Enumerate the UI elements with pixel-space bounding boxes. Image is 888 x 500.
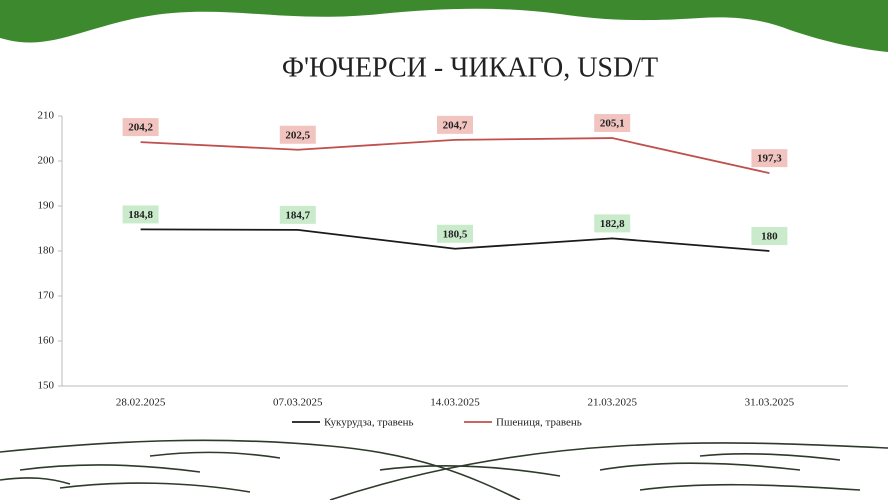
value-label: 204,7	[443, 119, 468, 131]
y-tick-label: 150	[38, 380, 55, 392]
value-label: 184,8	[128, 209, 153, 221]
y-tick-label: 170	[38, 290, 55, 302]
value-label-box	[437, 224, 473, 243]
y-tick-label: 180	[38, 245, 55, 257]
bottom-hills	[0, 439, 888, 500]
x-tick-label: 21.03.2025	[587, 397, 637, 409]
y-tick-label: 190	[38, 200, 55, 212]
value-label: 184,7	[285, 209, 310, 221]
x-tick-label: 07.03.2025	[273, 397, 323, 409]
value-label: 180,5	[443, 228, 468, 240]
series-line	[140, 228, 770, 252]
value-label: 202,5	[285, 129, 310, 141]
y-tick-label: 160	[38, 335, 55, 347]
legend-label: Пшениця, травень	[496, 417, 582, 429]
value-label-box	[751, 149, 788, 168]
value-label-box	[751, 227, 788, 245]
value-label: 205,1	[600, 118, 625, 130]
chart-title: Ф'ЮЧЕРСИ - ЧИКАГО, USD/T	[282, 52, 658, 83]
value-label-box	[122, 205, 159, 224]
series-line	[140, 137, 770, 175]
x-tick-label: 14.03.2025	[430, 397, 480, 409]
value-label: 197,3	[757, 153, 782, 165]
value-label-box	[437, 115, 473, 134]
y-tick-label: 200	[38, 155, 55, 167]
x-tick-label: 31.03.2025	[745, 397, 795, 409]
value-label: 204,2	[128, 122, 153, 134]
value-label-box	[594, 114, 631, 133]
y-tick-label: 210	[38, 110, 55, 122]
x-tick-label: 28.02.2025	[116, 397, 166, 409]
value-label-box	[122, 118, 159, 137]
value-label-box	[594, 214, 631, 233]
value-label: 180	[761, 231, 778, 243]
value-label: 182,8	[600, 218, 625, 230]
value-label-box	[279, 205, 316, 224]
value-label-box	[279, 125, 316, 144]
legend-label: Кукурудза, травень	[324, 417, 414, 429]
top-wave	[0, 0, 888, 52]
